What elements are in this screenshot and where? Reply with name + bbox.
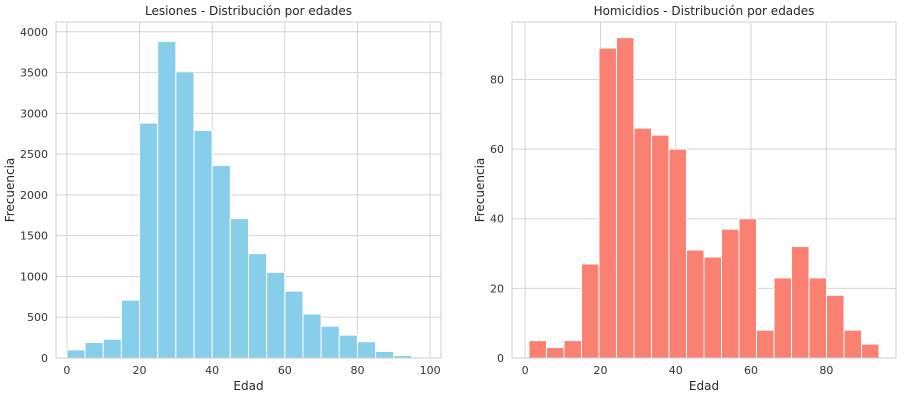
homicidios-bar	[633, 127, 652, 359]
homicidios-bar	[808, 277, 828, 359]
lesiones-bar	[120, 299, 141, 359]
homicidios-bar	[615, 37, 635, 359]
lesiones-y-axis-label: Frecuencia	[3, 158, 17, 223]
lesiones-bar	[338, 334, 358, 359]
lesiones-x-axis-label: Edad	[233, 379, 263, 393]
homicidios-bar	[650, 134, 670, 359]
lesiones-bar	[175, 71, 195, 359]
homicidios-bar	[580, 263, 600, 359]
lesiones-y-tick-label: 4000	[20, 26, 48, 39]
lesiones-bar	[139, 122, 159, 359]
lesiones-x-tick-label: 100	[420, 364, 441, 377]
homicidios-x-tick-label: 80	[819, 364, 833, 377]
lesiones-y-tick-label: 2000	[20, 189, 48, 202]
lesiones-x-tick-label: 20	[133, 364, 147, 377]
lesiones-bar	[356, 341, 377, 359]
homicidios-bar	[756, 329, 775, 359]
lesiones-y-tick-label: 2500	[20, 148, 48, 161]
homicidios-bar	[545, 347, 565, 359]
homicidios-bar	[563, 340, 582, 359]
homicidios-x-tick-label: 60	[744, 364, 758, 377]
lesiones-histogram: 0 20 40 60 80 1000500100015002000250030003500…	[3, 4, 442, 393]
homicidios-plot-frame	[511, 21, 897, 359]
lesiones-chart-title: Lesiones - Distribución por edades	[145, 4, 352, 18]
lesiones-bar	[266, 271, 286, 359]
homicidios-histogram: 0 20 40 60 80 0 20 40 60 80 Homicidios - Distribuc…	[473, 4, 897, 393]
homicidios-y-tick-label: 80	[490, 73, 504, 86]
homicidios-bar	[528, 340, 547, 359]
lesiones-bar	[211, 165, 231, 359]
homicidios-y-axis-label: Frecuencia	[473, 158, 487, 223]
homicidios-y-tick-label: 60	[490, 143, 504, 156]
homicidios-bar	[738, 218, 758, 359]
lesiones-bar	[84, 342, 104, 359]
lesiones-x-tick-label: 0	[63, 364, 70, 377]
homicidios-x-tick-label: 40	[669, 364, 683, 377]
homicidios-x-tick-label: 0	[522, 364, 529, 377]
lesiones-bar	[193, 129, 213, 359]
homicidios-bar	[668, 148, 687, 359]
lesiones-bar	[157, 41, 177, 359]
lesiones-bar	[248, 253, 268, 359]
homicidios-bar	[598, 47, 617, 359]
homicidios-y-tick-label: 20	[490, 282, 504, 295]
homicidios-bar	[791, 246, 810, 359]
homicidios-bar	[721, 228, 740, 359]
homicidios-bar	[703, 256, 723, 359]
homicidios-x-axis-label: Edad	[689, 379, 719, 393]
lesiones-y-tick-label: 0	[41, 352, 48, 365]
lesiones-y-tick-label: 3500	[20, 67, 48, 80]
homicidios-x-tick-label: 20	[593, 364, 607, 377]
homicidios-chart-title: Homicidios - Distribución por edades	[594, 4, 815, 18]
lesiones-bar	[284, 290, 304, 359]
homicidios-y-tick-label: 0	[497, 352, 504, 365]
lesiones-bar	[320, 325, 340, 359]
lesiones-y-tick-label: 500	[27, 311, 48, 324]
lesiones-y-tick-label: 3000	[20, 107, 48, 120]
homicidios-y-tick-label: 40	[490, 213, 504, 226]
lesiones-x-tick-label: 80	[350, 364, 364, 377]
homicidios-bar	[861, 343, 880, 359]
lesiones-bar	[66, 349, 86, 359]
lesiones-bar	[229, 218, 250, 359]
lesiones-x-tick-label: 60	[278, 364, 292, 377]
homicidios-bar	[685, 249, 705, 359]
lesiones-plot-frame	[55, 21, 442, 359]
lesiones-bar	[375, 350, 395, 359]
lesiones-y-tick-label: 1500	[20, 230, 48, 243]
homicidios-bar	[773, 277, 793, 359]
homicidios-bar	[826, 294, 845, 359]
lesiones-bar	[302, 313, 322, 359]
lesiones-y-tick-label: 1000	[20, 270, 48, 283]
homicidios-bar	[843, 329, 863, 359]
lesiones-bar	[102, 338, 122, 359]
lesiones-x-tick-label: 40	[205, 364, 219, 377]
